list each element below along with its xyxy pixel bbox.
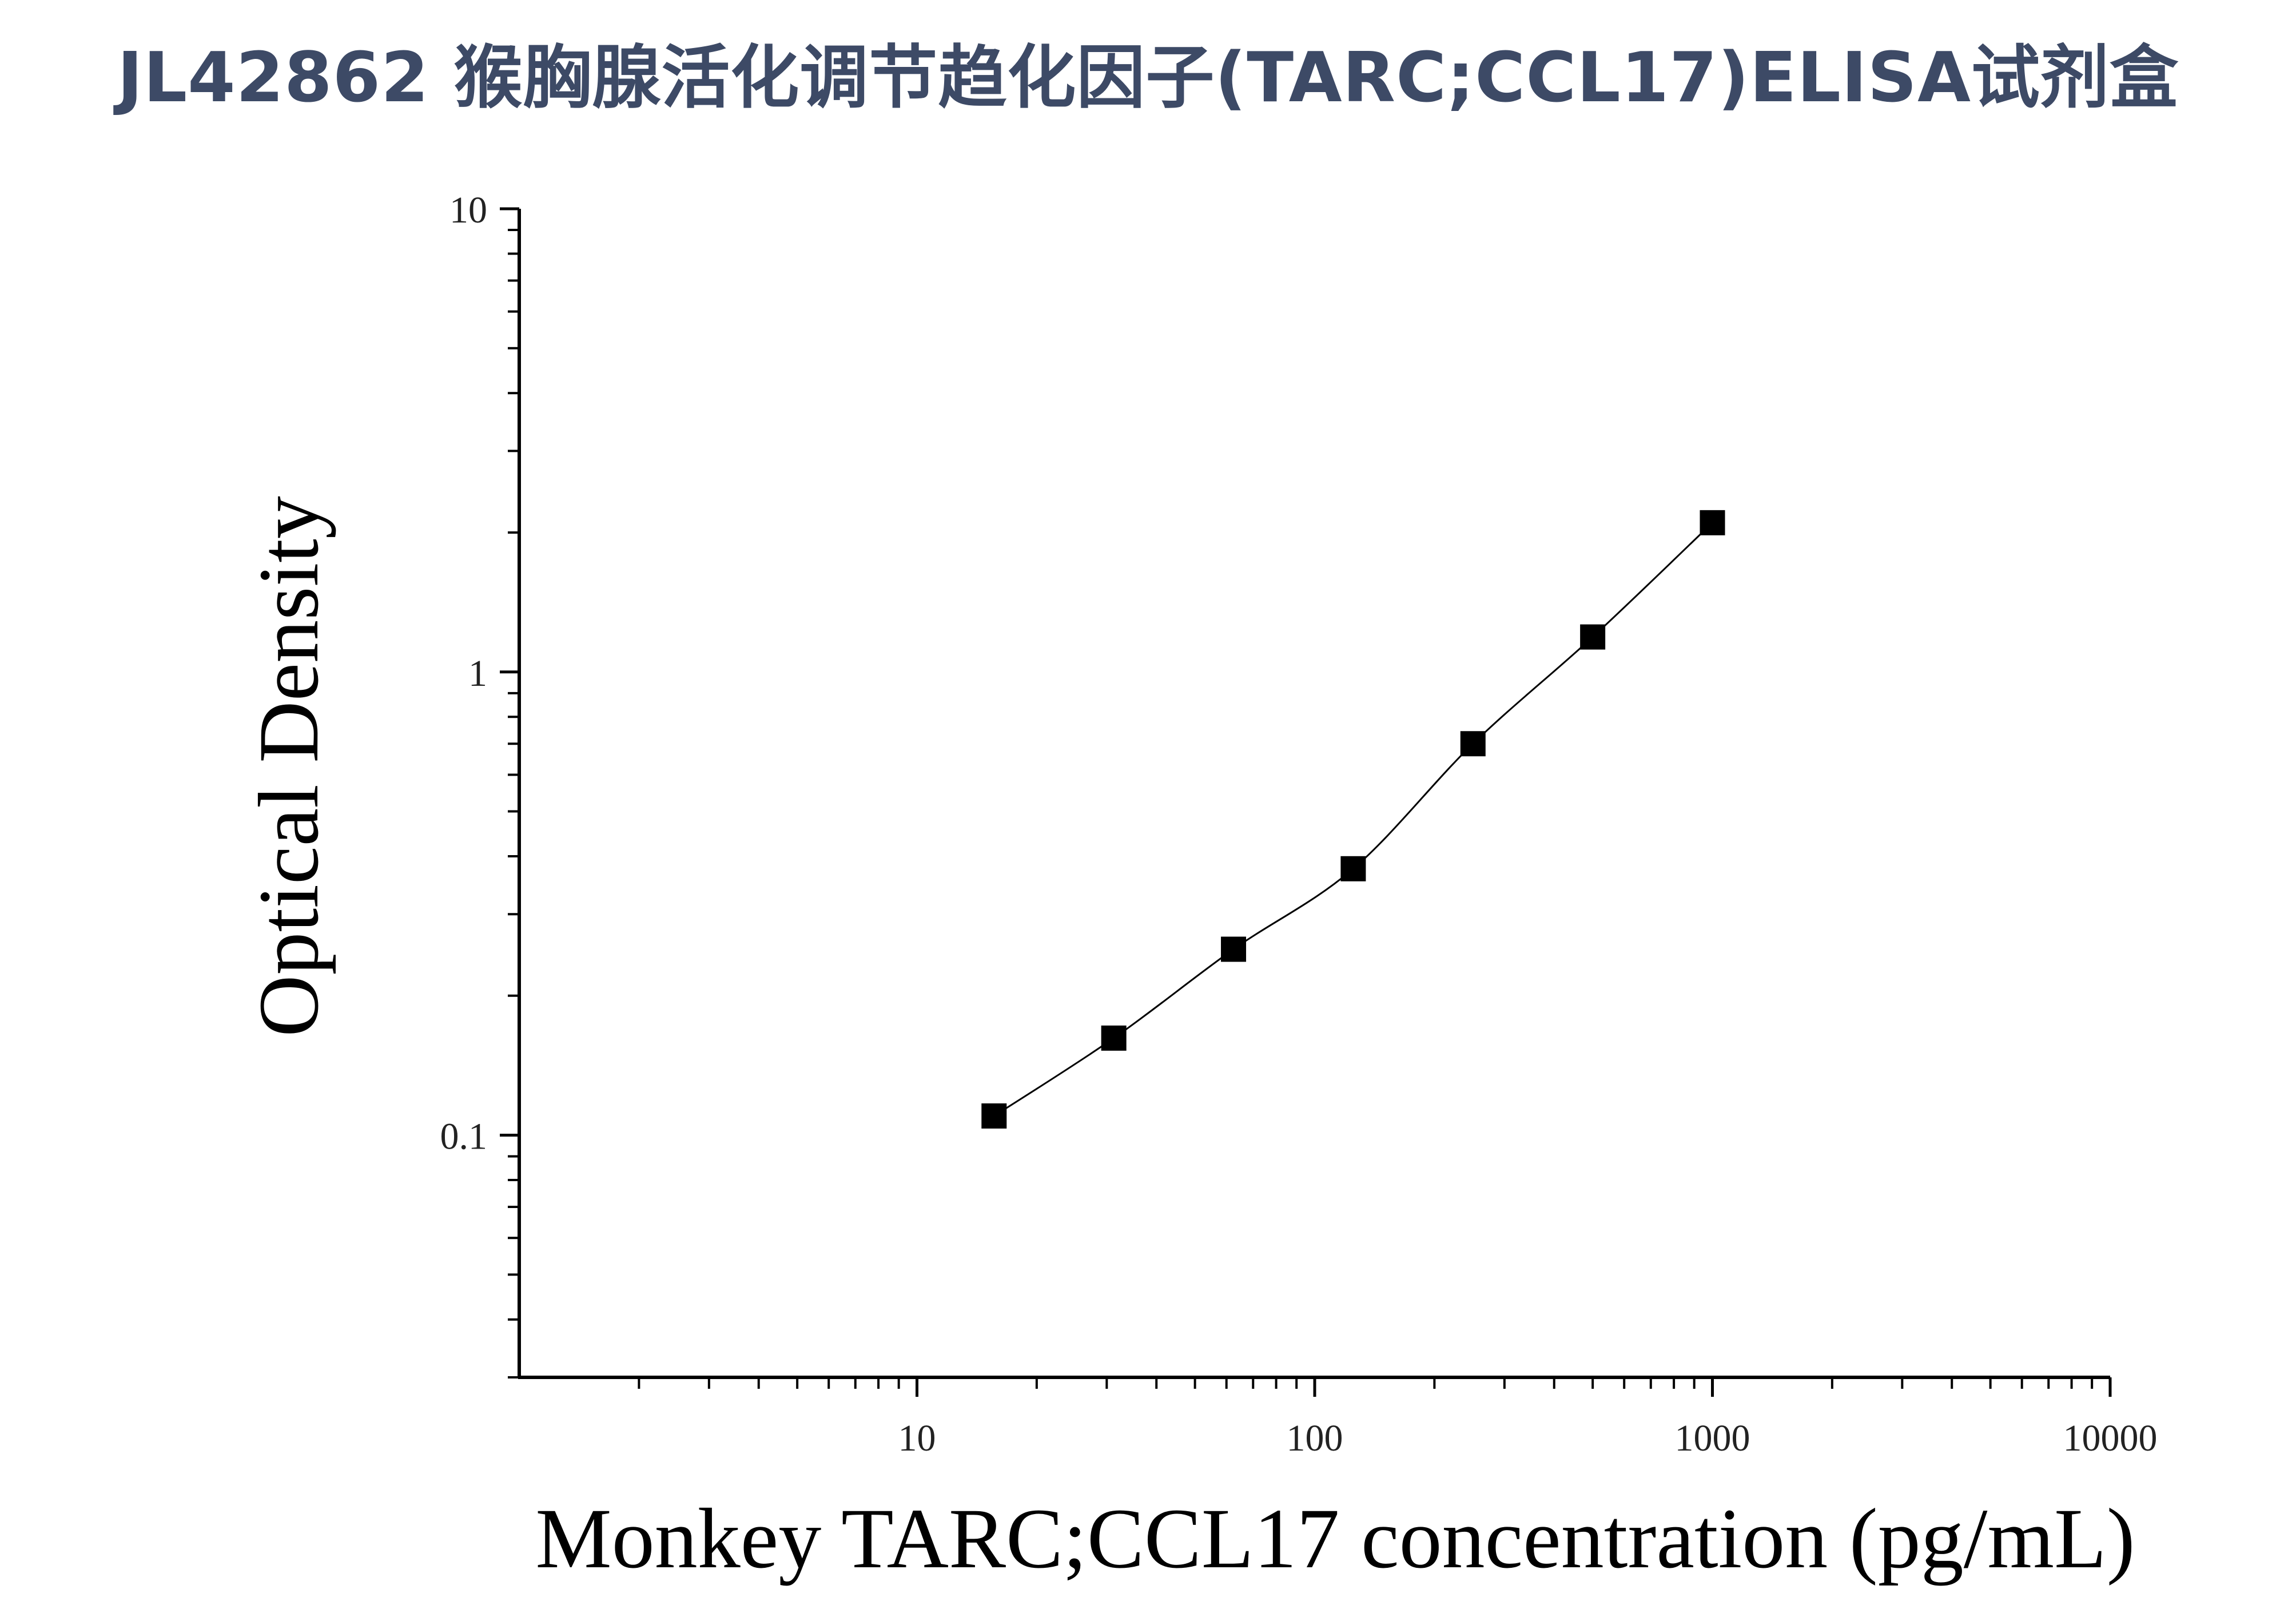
y-tick-label: 0.1 bbox=[440, 1116, 488, 1158]
x-tick-label: 10 bbox=[898, 1417, 936, 1459]
x-tick-label: 10000 bbox=[2063, 1417, 2158, 1459]
page-title: JL42862 猴胸腺活化调节趋化因子(TARC;CCL17)ELISA试剂盒 bbox=[117, 38, 2179, 118]
data-point bbox=[1580, 624, 1606, 650]
data-point bbox=[981, 1103, 1007, 1129]
data-point bbox=[1340, 856, 1366, 881]
y-tick-label: 1 bbox=[468, 653, 487, 694]
data-point bbox=[1700, 510, 1725, 535]
data-point bbox=[1221, 936, 1247, 962]
tick-labels: 10 100 1000 10000 0.1 1 10 bbox=[440, 189, 2158, 1459]
axis-ticks bbox=[500, 207, 2112, 1397]
y-axis-title: Optical Density bbox=[241, 496, 336, 1037]
x-tick-label: 100 bbox=[1287, 1417, 1343, 1459]
y-tick-label: 10 bbox=[449, 189, 487, 231]
data-points bbox=[981, 510, 1725, 1129]
axes bbox=[518, 209, 2110, 1379]
x-tick-label: 1000 bbox=[1675, 1417, 1750, 1459]
x-axis-title: Monkey TARC;CCL17 concentration (pg/mL) bbox=[535, 1491, 2135, 1586]
data-point bbox=[1460, 731, 1486, 757]
data-point bbox=[1101, 1025, 1127, 1051]
